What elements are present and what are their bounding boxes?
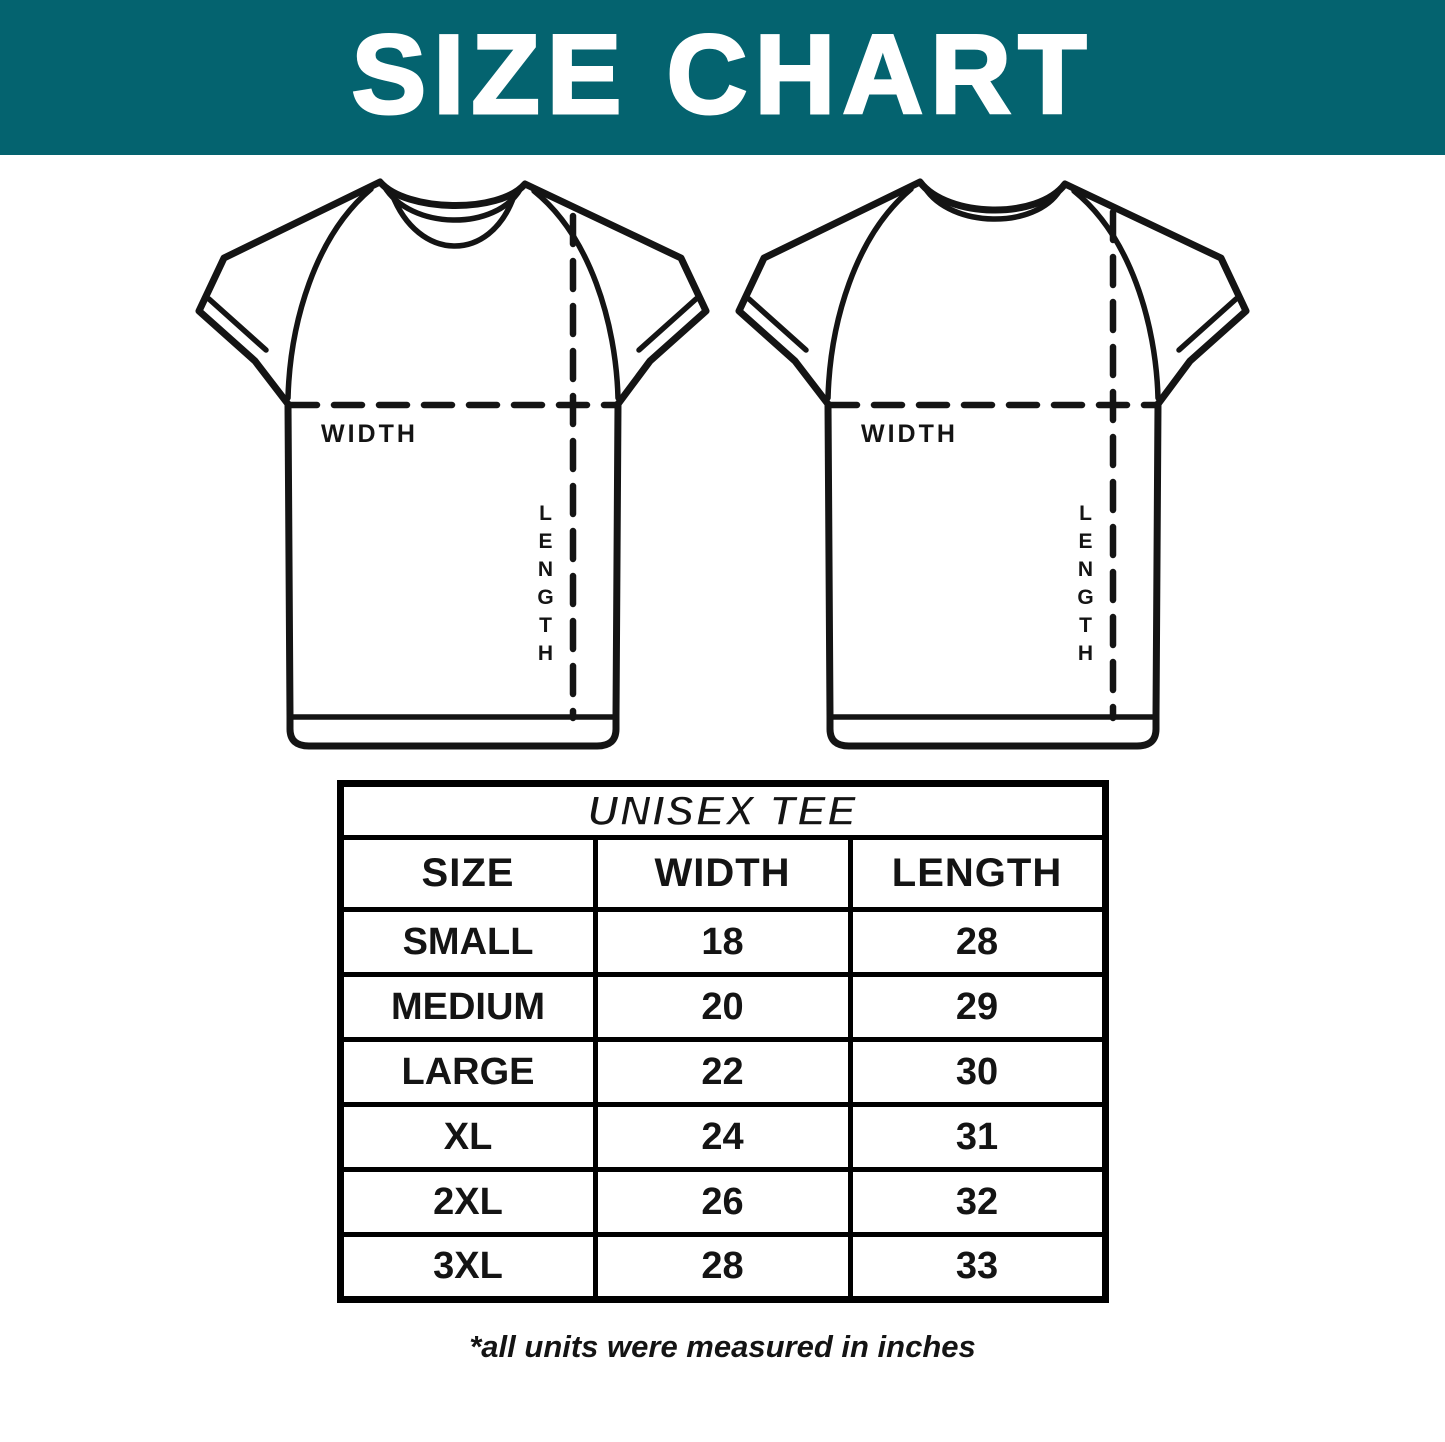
tshirt-front-diagram: WIDTH LENGTH [195, 168, 710, 760]
table-title: UNISEX TEE [337, 781, 1108, 840]
title-banner: SIZE CHART [0, 0, 1445, 155]
width-cell: 24 [592, 1102, 853, 1172]
width-cell: 22 [592, 1037, 853, 1107]
shirt-outline [735, 178, 1250, 750]
length-cell: 29 [847, 972, 1108, 1042]
size-cell: 3XL [337, 1232, 598, 1302]
size-table: UNISEX TEE SIZE WIDTH LENGTH SMALL 18 28… [336, 780, 1109, 1303]
length-cell: 30 [847, 1037, 1108, 1107]
collar-line [389, 191, 517, 249]
front-width-label: WIDTH [321, 420, 418, 448]
tshirt-back-diagram: WIDTH LENGTH [735, 168, 1250, 760]
length-cell: 32 [847, 1167, 1108, 1237]
width-cell: 28 [592, 1232, 853, 1302]
column-header-size: SIZE [337, 835, 598, 912]
width-cell: 26 [592, 1167, 853, 1237]
cuff-line [746, 296, 809, 353]
cuff-line [1176, 296, 1239, 353]
width-cell: 20 [592, 972, 853, 1042]
column-header-length: LENGTH [847, 835, 1108, 912]
armhole-seam [285, 186, 374, 401]
size-cell: XL [337, 1102, 598, 1172]
tshirt-diagrams: WIDTH LENGTH WIDTH LENGTH [0, 155, 1445, 768]
back-length-label: LENGTH [1074, 502, 1097, 670]
size-cell: SMALL [337, 907, 598, 977]
table-title-row: UNISEX TEE [337, 781, 1108, 840]
armhole-seam [825, 186, 914, 401]
table-row: LARGE 22 30 [337, 1037, 1108, 1107]
length-cell: 28 [847, 907, 1108, 977]
shirt-outline [195, 178, 710, 750]
size-cell: 2XL [337, 1167, 598, 1237]
armhole-seam [531, 188, 621, 401]
footnote: *all units were measured in inches [469, 1329, 976, 1364]
cuff-line [206, 296, 269, 353]
collar-line [922, 185, 1063, 222]
table-row: MEDIUM 20 29 [337, 972, 1108, 1042]
table-row: XL 24 31 [337, 1102, 1108, 1172]
column-header-width: WIDTH [592, 835, 853, 912]
size-cell: LARGE [337, 1037, 598, 1107]
size-cell: MEDIUM [337, 972, 598, 1042]
table-row: 3XL 28 33 [337, 1232, 1108, 1302]
length-cell: 33 [847, 1232, 1108, 1302]
width-cell: 18 [592, 907, 853, 977]
armhole-seam [1071, 188, 1161, 401]
back-width-label: WIDTH [861, 420, 958, 448]
table-row: 2XL 26 32 [337, 1167, 1108, 1237]
page-title: SIZE CHART [350, 11, 1094, 137]
cuff-line [636, 296, 699, 353]
length-cell: 31 [847, 1102, 1108, 1172]
tshirt-back-drawing [735, 178, 1250, 750]
table-header-row: SIZE WIDTH LENGTH [337, 835, 1108, 912]
table-row: SMALL 18 28 [337, 907, 1108, 977]
tshirt-front-drawing [195, 178, 710, 750]
front-length-label: LENGTH [534, 502, 557, 670]
